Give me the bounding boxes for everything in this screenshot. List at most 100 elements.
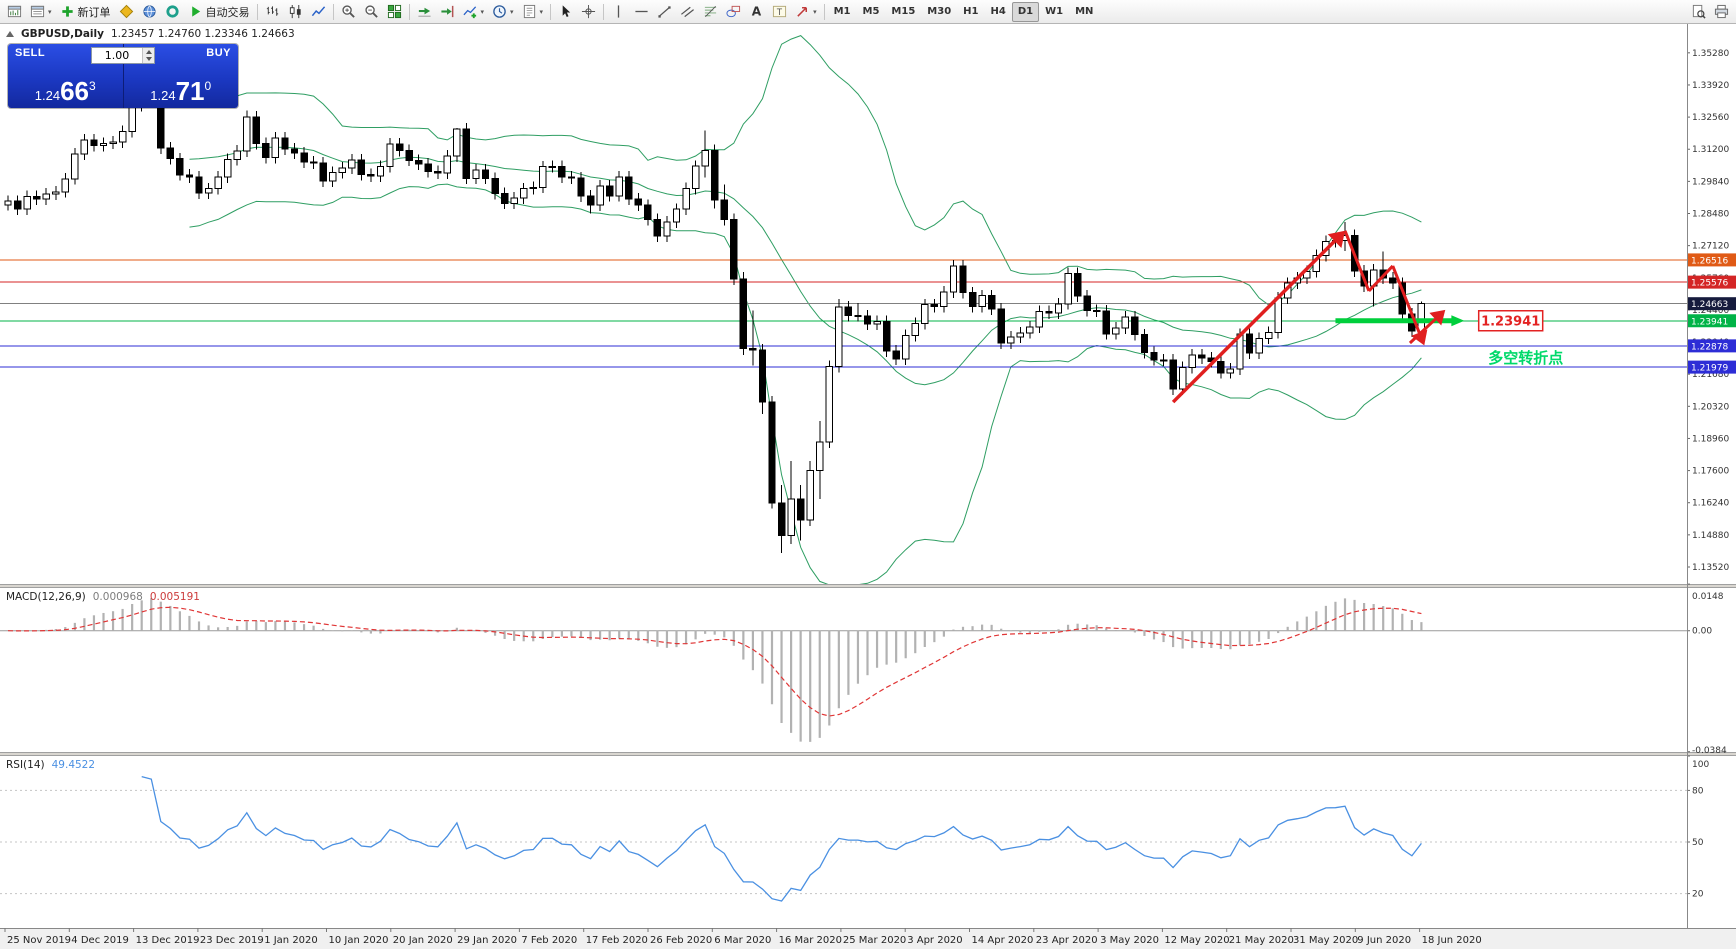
panel-separator[interactable] [0, 584, 1736, 588]
candle [758, 349, 767, 403]
zoom-in-button[interactable] [337, 2, 360, 22]
candle [902, 334, 910, 360]
zoom-in-icon [341, 4, 356, 19]
tf-h4-label: H4 [990, 6, 1006, 17]
trend-arrows[interactable] [1171, 230, 1446, 404]
candle [204, 188, 213, 194]
time-axis-label: 25 Mar 2020 [843, 935, 906, 946]
candle [1140, 334, 1149, 353]
crosshair-button[interactable] [577, 2, 600, 22]
tf-mn-button[interactable]: MN [1069, 2, 1099, 22]
candle [548, 165, 557, 168]
svg-text:1.23941: 1.23941 [1691, 317, 1728, 327]
trendline-button[interactable] [653, 2, 676, 22]
tf-w1-button[interactable]: W1 [1039, 2, 1069, 22]
rsi-axis-label: 50 [1692, 838, 1704, 848]
collapse-trade-panel-icon[interactable] [6, 31, 14, 37]
profiles-button[interactable]: ▾ [26, 2, 56, 22]
main-toolbar: ▾ 新订单 自动交易 ▾ ▾ ▾ A T ▾ M1 M5 M15 M30 H1 H4 D1 W1 MN [0, 0, 1736, 24]
community-button[interactable] [138, 2, 161, 22]
metaeditor-button[interactable] [161, 2, 184, 22]
candle [223, 158, 232, 178]
text-label-button[interactable]: T [768, 2, 791, 22]
fibonacci-retracement-button[interactable] [699, 2, 722, 22]
templates-button[interactable]: ▾ [518, 2, 548, 22]
zoom-out-button[interactable] [360, 2, 383, 22]
print-icon [1714, 4, 1729, 19]
svg-text:1.22878: 1.22878 [1691, 342, 1728, 352]
candle [243, 116, 251, 152]
equidistant-channel-button[interactable] [676, 2, 699, 22]
svg-text:1.28480: 1.28480 [1692, 210, 1729, 220]
horizontal-line-button[interactable] [630, 2, 653, 22]
candle [806, 470, 814, 521]
text-button[interactable]: A [745, 2, 768, 22]
toolbar-separator [550, 3, 552, 20]
candle [854, 315, 862, 318]
volume-input[interactable] [92, 48, 142, 63]
candle [930, 304, 939, 308]
time-axis-label: 6 Mar 2020 [714, 935, 771, 946]
auto-scroll-button[interactable] [413, 2, 436, 22]
candle [921, 304, 929, 324]
bar-chart-button[interactable] [261, 2, 284, 22]
periods-button[interactable]: ▾ [488, 2, 518, 22]
toolbar-separator [823, 3, 825, 20]
candle [1417, 303, 1426, 333]
new-chart-button[interactable] [3, 2, 26, 22]
macd-signal-line [7, 606, 1422, 717]
tf-m30-label: M30 [927, 6, 952, 17]
new-order-button[interactable]: 新订单 [56, 2, 115, 22]
print-preview-button[interactable] [1687, 2, 1710, 22]
candle [816, 441, 824, 472]
panel-separator[interactable] [0, 752, 1736, 756]
price-callout-box[interactable] [1477, 310, 1544, 332]
tf-d1-label: D1 [1017, 6, 1034, 17]
candle [23, 195, 31, 210]
tf-h4-button[interactable]: H4 [985, 2, 1012, 22]
auto-scroll-icon [417, 4, 432, 19]
chart-shift-button[interactable] [436, 2, 459, 22]
sell-button[interactable]: SELL 1.24663 [8, 44, 124, 108]
candle [13, 200, 22, 210]
candle [749, 347, 757, 351]
tf-m1-button[interactable]: M1 [828, 2, 857, 22]
vertical-line-button[interactable] [607, 2, 630, 22]
buy-button[interactable]: BUY 1.24710 [123, 44, 238, 108]
tf-d1-button[interactable]: D1 [1011, 1, 1040, 22]
tf-m15-button[interactable]: M15 [885, 2, 921, 22]
symbol-title: GBPUSD,Daily [21, 28, 104, 40]
svg-text:1.17600: 1.17600 [1692, 467, 1729, 477]
autotrading-label: 自动交易 [205, 5, 250, 19]
volume-box [91, 47, 155, 64]
volume-increase-button[interactable] [143, 48, 154, 56]
shapes-button[interactable] [722, 2, 745, 22]
svg-text:1.32560: 1.32560 [1692, 113, 1729, 123]
indicators-button[interactable]: ▾ [459, 2, 489, 22]
line-chart-button[interactable] [307, 2, 330, 22]
candle [300, 152, 308, 163]
text-icon: A [749, 4, 764, 19]
rsi-axis-label: 100 [1692, 760, 1709, 770]
tf-m5-button[interactable]: M5 [857, 2, 886, 22]
candle [271, 137, 280, 159]
tf-h1-button[interactable]: H1 [957, 2, 984, 22]
volume-decrease-button[interactable] [143, 55, 154, 63]
candle [682, 187, 690, 210]
print-button[interactable] [1710, 2, 1733, 22]
chevron-down-icon: ▾ [813, 7, 817, 16]
price-axis: 1.35280 1.33920 1.32560 1.31200 1.29840 1.284… [1687, 49, 1736, 573]
candle [596, 185, 604, 206]
cursor-button[interactable] [554, 2, 577, 22]
candlestick-chart-button[interactable] [284, 2, 307, 22]
autotrading-button[interactable]: 自动交易 [184, 2, 254, 22]
tf-m30-button[interactable]: M30 [921, 2, 957, 22]
svg-text:1.33920: 1.33920 [1692, 81, 1729, 91]
candle [1274, 297, 1282, 334]
time-axis-strip[interactable] [0, 928, 1736, 949]
arrows-button[interactable]: ▾ [791, 2, 821, 22]
tile-windows-button[interactable] [383, 2, 406, 22]
candle [1016, 332, 1024, 338]
market-depth-button[interactable] [115, 2, 138, 22]
